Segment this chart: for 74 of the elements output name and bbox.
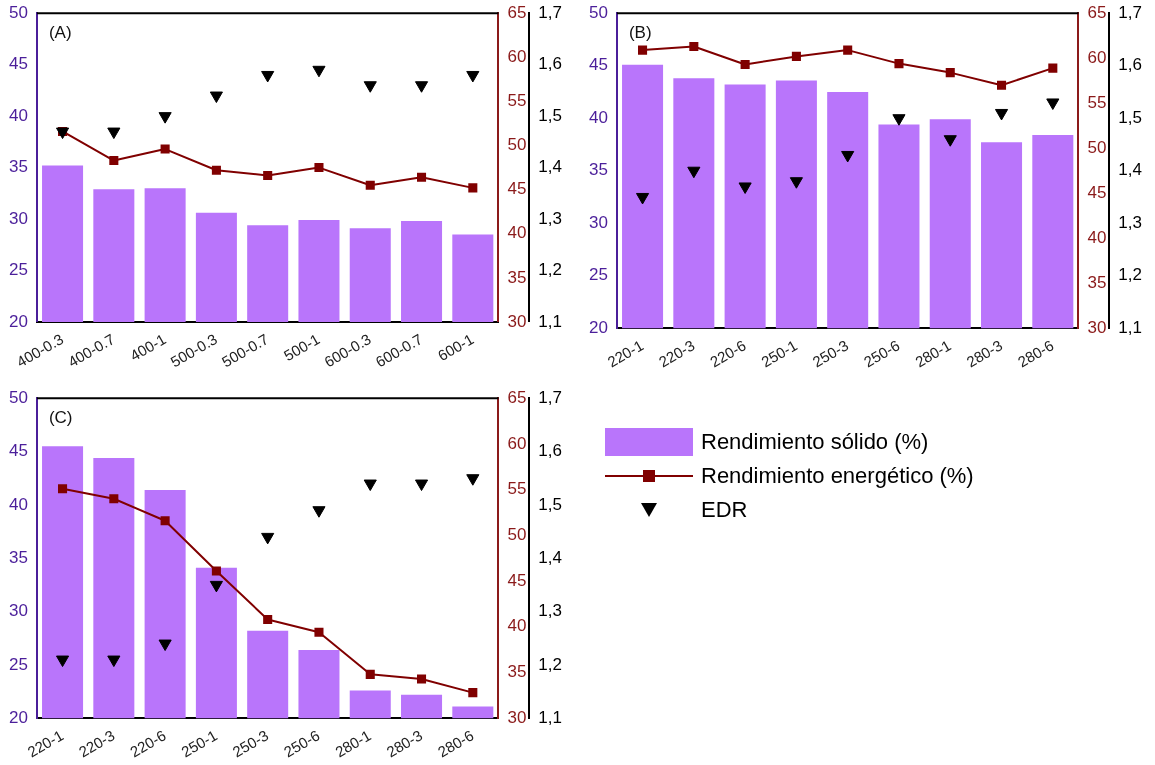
y3-tick-label: 1,5 bbox=[1118, 107, 1143, 127]
y3-tick-label: 1,2 bbox=[1118, 265, 1143, 285]
y-tick-label: 25 bbox=[8, 260, 28, 280]
y2-tick-label: 35 bbox=[507, 267, 527, 287]
annotation: (C) bbox=[48, 408, 73, 428]
y2-tick-label: 60 bbox=[1087, 47, 1107, 67]
y2-tick-label: 65 bbox=[1087, 2, 1107, 22]
y3-tick-label: 1,1 bbox=[538, 707, 563, 727]
y3-tick-label: 1,2 bbox=[538, 654, 563, 674]
y3-tick-label: 1,1 bbox=[1118, 317, 1143, 337]
legend-label: Rendimiento energético (%) bbox=[701, 463, 974, 489]
y-tick-label: 35 bbox=[8, 157, 28, 177]
legend-label: EDR bbox=[701, 497, 748, 523]
y2-tick-label: 55 bbox=[507, 91, 527, 111]
y2-tick-label: 50 bbox=[507, 525, 527, 545]
y3-tick-label: 1,6 bbox=[538, 441, 563, 461]
y2-tick-label: 30 bbox=[507, 707, 527, 727]
legend-label: Rendimiento sólido (%) bbox=[701, 429, 929, 455]
y2-tick-label: 45 bbox=[507, 570, 527, 590]
y2-tick-label: 60 bbox=[507, 433, 527, 453]
y3-tick-label: 1,5 bbox=[538, 105, 563, 125]
y-tick-label: 40 bbox=[588, 107, 608, 127]
y-tick-label: 20 bbox=[8, 707, 28, 727]
y3-tick-label: 1,3 bbox=[1118, 212, 1143, 232]
y2-tick-label: 45 bbox=[1087, 182, 1107, 202]
y2-tick-label: 50 bbox=[507, 135, 527, 155]
y2-tick-label: 65 bbox=[507, 2, 527, 22]
y2-tick-label: 55 bbox=[507, 479, 527, 499]
y3-tick-label: 1,5 bbox=[538, 494, 563, 514]
y-tick-label: 25 bbox=[588, 265, 608, 285]
y2-tick-label: 65 bbox=[507, 387, 527, 407]
y-tick-label: 50 bbox=[8, 2, 28, 22]
y-tick-label: 35 bbox=[588, 160, 608, 180]
y2-tick-label: 30 bbox=[1087, 317, 1107, 337]
y3-tick-label: 1,6 bbox=[538, 54, 563, 74]
y-tick-label: 25 bbox=[8, 654, 28, 674]
y2-tick-label: 60 bbox=[507, 47, 527, 66]
y3-tick-label: 1,6 bbox=[1118, 55, 1143, 75]
y2-tick-label: 45 bbox=[507, 179, 527, 199]
y3-tick-label: 1,2 bbox=[538, 260, 563, 280]
y-tick-label: 30 bbox=[8, 208, 28, 228]
y2-tick-label: 35 bbox=[507, 662, 527, 682]
y-tick-label: 45 bbox=[8, 54, 28, 74]
y3-tick-label: 1,4 bbox=[1118, 160, 1143, 180]
y3-tick-label: 1,1 bbox=[538, 311, 563, 331]
y3-tick-label: 1,7 bbox=[538, 387, 563, 407]
y2-tick-label: 55 bbox=[1087, 92, 1107, 112]
x-tick-label: 600-1 bbox=[434, 330, 477, 365]
y-tick-label: 35 bbox=[8, 547, 28, 567]
y3-tick-label: 1,7 bbox=[538, 2, 563, 22]
annotation: (A) bbox=[48, 23, 72, 43]
y2-tick-label: 40 bbox=[507, 616, 527, 636]
y3-tick-label: 1,7 bbox=[1118, 2, 1143, 22]
y3-tick-label: 1,4 bbox=[538, 157, 563, 177]
y2-tick-label: 40 bbox=[1087, 227, 1107, 247]
y-tick-label: 50 bbox=[8, 387, 28, 407]
y-tick-label: 45 bbox=[8, 441, 28, 461]
x-tick-label: 400-1 bbox=[126, 330, 169, 365]
y-tick-label: 20 bbox=[8, 311, 28, 331]
y-tick-label: 50 bbox=[588, 2, 608, 22]
y3-tick-label: 1,3 bbox=[538, 601, 563, 621]
annotation: (B) bbox=[628, 23, 652, 43]
y-tick-label: 40 bbox=[8, 494, 28, 514]
y-tick-label: 45 bbox=[588, 55, 608, 75]
y2-tick-label: 40 bbox=[507, 223, 527, 243]
y2-tick-label: 35 bbox=[1087, 272, 1107, 292]
y3-tick-label: 1,4 bbox=[538, 547, 563, 567]
y-tick-label: 30 bbox=[8, 601, 28, 621]
y2-tick-label: 50 bbox=[1087, 137, 1107, 157]
y-tick-label: 20 bbox=[588, 317, 608, 337]
y-tick-label: 30 bbox=[588, 212, 608, 232]
y2-tick-label: 30 bbox=[507, 311, 527, 331]
y-tick-label: 40 bbox=[8, 105, 28, 125]
y3-tick-label: 1,3 bbox=[538, 208, 563, 228]
